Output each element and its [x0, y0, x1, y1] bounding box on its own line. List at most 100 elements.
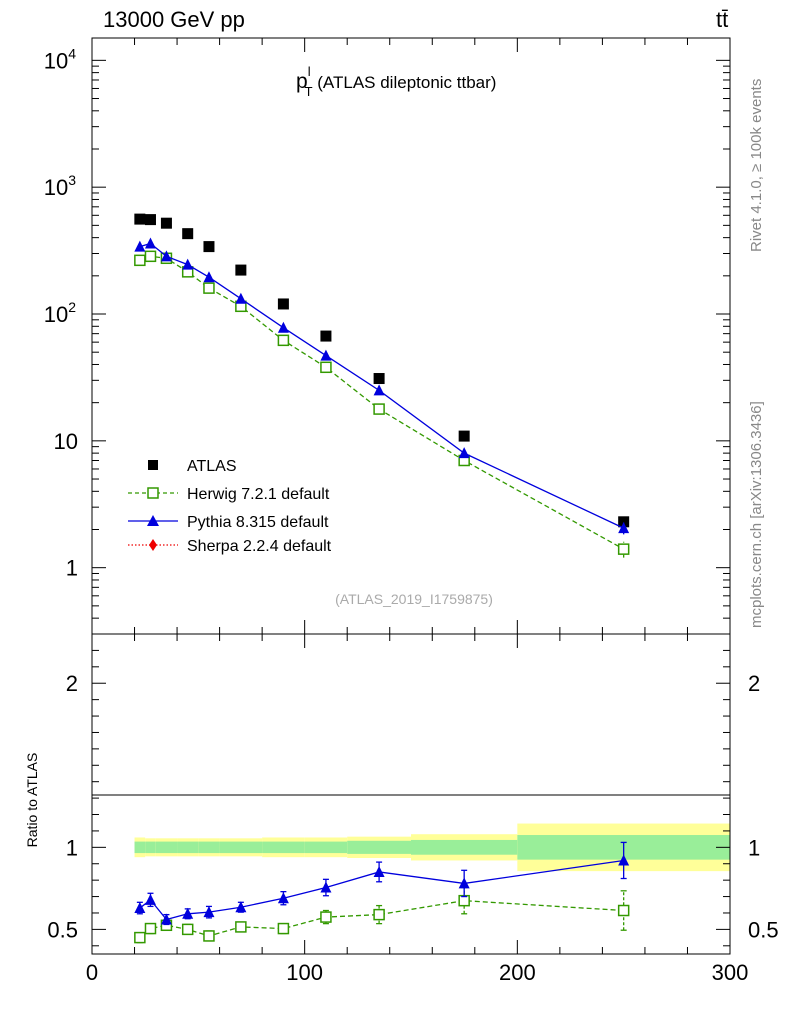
legend-marker-pythia [147, 515, 159, 526]
ratio-uncertainty-bands [134, 823, 730, 872]
ratio-y-tick-label: 0.5 [47, 917, 78, 942]
main-point-herwig [277, 334, 290, 347]
main-y-tick-label: 1 [66, 556, 78, 581]
ratio-point-pythia [458, 877, 470, 889]
main-point-pythia [134, 240, 146, 252]
main-point-pythia [277, 321, 289, 333]
ratio-point-herwig [203, 930, 215, 942]
main-point-herwig [320, 361, 332, 374]
legend: ATLAS Herwig 7.2.1 default Pythia 8.315 … [128, 458, 332, 555]
main-point-atlas [182, 228, 194, 240]
energy-label: 13000 GeV pp [103, 7, 245, 32]
x-tick-label: 0 [86, 960, 98, 985]
ratio-point-herwig [277, 922, 290, 935]
main-point-pythia [320, 349, 332, 361]
ratio-y-tick-label-right: 1 [748, 835, 760, 860]
main-point-atlas [160, 217, 172, 229]
main-point-herwig [373, 403, 385, 415]
ratio-point-herwig [373, 908, 385, 921]
main-y-tick-label: 104 [44, 45, 76, 73]
main-axis-ticks: 1 10 102 103 104 [44, 38, 731, 954]
analysis-watermark: (ATLAS_2019_I1759875) [335, 591, 493, 607]
main-point-atlas [235, 264, 247, 276]
main-point-pythia [373, 384, 385, 396]
ratio-y-tick-label-right: 0.5 [748, 917, 779, 942]
main-y-tick-label: 102 [44, 299, 76, 327]
main-panel: 1 10 102 103 104 pl T (ATLAS dileptonic ttbar… [44, 37, 731, 954]
ratio-frame [91, 633, 731, 955]
ratio-point-herwig [181, 923, 194, 936]
ratio-band-inner [198, 841, 220, 854]
main-series [134, 213, 630, 558]
legend-entry-pythia: Pythia 8.315 default [128, 514, 329, 531]
ratio-band-inner [155, 841, 178, 854]
x-tick-label: 200 [499, 960, 536, 985]
legend-marker-atlas [148, 460, 158, 470]
ratio-point-pythia [182, 907, 194, 919]
main-point-atlas [203, 241, 215, 253]
ratio-point-pythia [144, 893, 156, 905]
ratio-axis-ticks: 0.5 0.5 1 1 2 2 [47, 649, 779, 947]
legend-entry-herwig: Herwig 7.2.1 default [128, 486, 330, 503]
main-point-pythia [618, 522, 630, 534]
ratio-point-herwig [134, 931, 146, 944]
main-point-pythia [144, 237, 156, 249]
ratio-point-pythia [160, 913, 172, 925]
ratio-point-pythia [235, 901, 247, 913]
ratio-point-pythia [618, 854, 630, 866]
ratio-point-pythia [134, 902, 146, 914]
main-point-pythia [203, 271, 215, 283]
main-point-herwig [617, 543, 630, 555]
ratio-point-herwig [617, 904, 630, 917]
legend-label-sherpa: Sherpa 2.2.4 default [187, 538, 332, 555]
ratio-series [134, 841, 630, 944]
main-y-tick-label: 10 [54, 429, 78, 454]
legend-label-atlas: ATLAS [187, 458, 237, 475]
main-point-herwig [144, 250, 157, 263]
ratio-band-inner [134, 841, 146, 854]
legend-entry-sherpa: Sherpa 2.2.4 default [128, 538, 332, 555]
ratio-y-tick-label-right: 2 [748, 671, 760, 696]
ratio-point-herwig [320, 911, 332, 923]
main-line-herwig [139, 255, 624, 550]
main-point-atlas [277, 298, 289, 310]
main-point-pythia [182, 258, 194, 270]
ratio-band-inner [145, 841, 156, 854]
ratio-y-tick-label: 1 [66, 835, 78, 860]
ratio-band-inner [262, 841, 305, 854]
main-point-atlas [618, 516, 630, 528]
ratio-point-herwig [144, 922, 157, 935]
x-axis-labels: 0 100 200 300 [86, 960, 748, 985]
rivet-version-label: Rivet 4.1.0, ≥ 100k events [748, 79, 765, 252]
ratio-band-inner [177, 841, 199, 854]
ratio-band-inner [219, 841, 263, 854]
main-point-pythia [160, 250, 172, 262]
main-point-atlas [320, 330, 332, 342]
legend-label-pythia: Pythia 8.315 default [187, 514, 329, 531]
main-point-atlas [134, 213, 146, 225]
main-point-atlas [373, 373, 385, 385]
main-point-pythia [458, 447, 470, 459]
ratio-band-inner [304, 841, 348, 854]
plot-title: pl T (ATLAS dileptonic ttbar) [296, 64, 496, 99]
ratio-panel: 0.5 0.5 1 1 2 2 Ratio to ATLAS [24, 633, 779, 955]
ratio-band-inner [411, 839, 518, 855]
x-tick-label: 300 [712, 960, 749, 985]
legend-marker-herwig [147, 487, 159, 499]
ratio-point-pythia [373, 865, 385, 877]
main-point-pythia [235, 292, 247, 304]
x-tick-label: 100 [286, 960, 323, 985]
mcplots-label: mcplots.cern.ch [arXiv:1306.3436] [748, 401, 765, 628]
ratio-y-tick-label: 2 [66, 671, 78, 696]
ratio-band-inner [347, 840, 411, 854]
ratio-point-pythia [320, 881, 332, 893]
process-label: tt̄ [716, 7, 728, 32]
ratio-point-pythia [277, 892, 289, 904]
main-point-herwig [134, 254, 146, 267]
legend-entry-atlas: ATLAS [148, 458, 237, 475]
main-point-atlas [458, 430, 470, 442]
main-point-atlas [144, 214, 156, 226]
legend-label-herwig: Herwig 7.2.1 default [187, 486, 330, 503]
ratio-point-pythia [203, 906, 215, 918]
